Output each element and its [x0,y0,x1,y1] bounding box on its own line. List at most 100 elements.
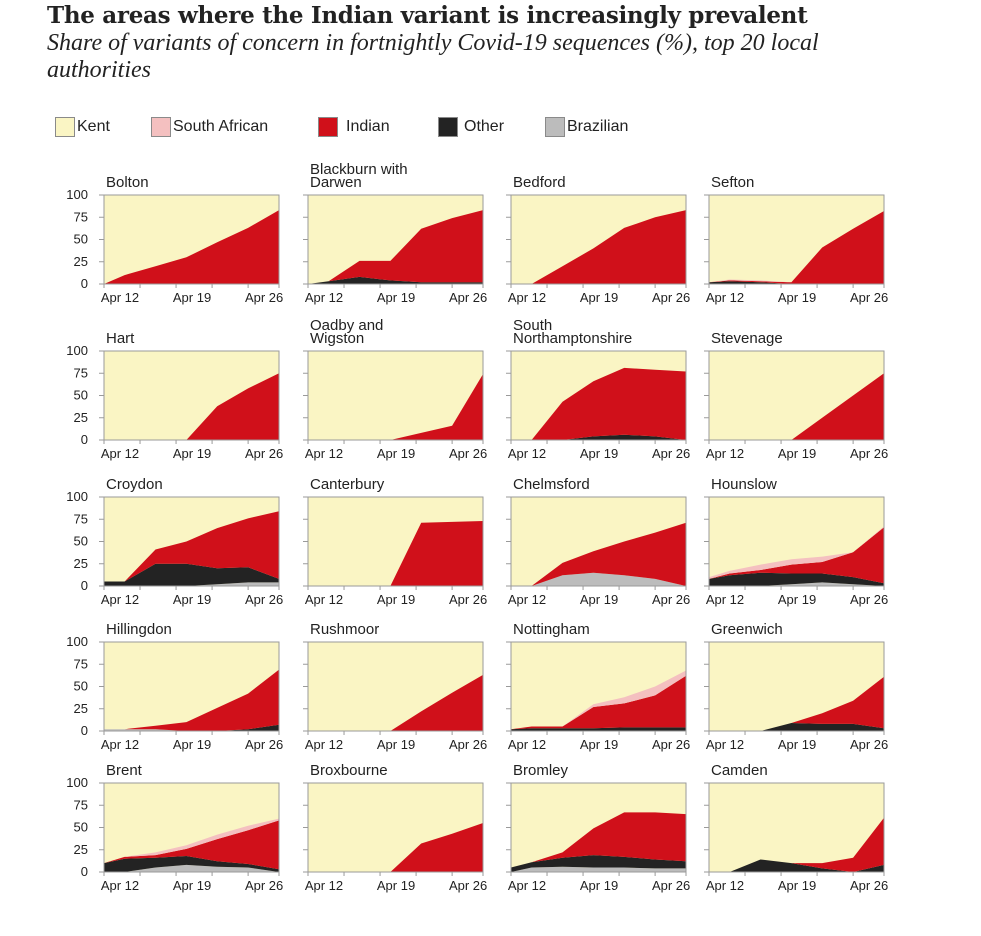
area-indian [511,522,686,586]
area-indian [709,373,884,440]
y-tick-label: 25 [74,410,88,425]
area-indian [709,817,884,872]
panel-blackburn-with-darwen: Apr 12 Apr 19 Apr 26 Blackburn with Darwen [303,161,487,305]
panel-bolton: 0 25 50 75 100 Apr 12 Apr 19 Apr 26 Bolton [66,174,283,305]
area-indian [308,521,483,586]
x-tick-label: Apr 26 [449,592,487,607]
x-tick-label: Apr 26 [850,446,888,461]
y-tick-label: 75 [74,365,88,380]
x-tick-label: Apr 12 [305,446,343,461]
y-tick-label: 100 [66,775,88,790]
panel-south-northamptonshire: Apr 12 Apr 19 Apr 26 South Northamptonshire [506,317,690,461]
area-indian [308,823,483,872]
area-indian [709,676,884,731]
area-other [308,276,483,284]
area-other [511,855,686,872]
area-other [511,434,686,440]
x-tick-label: Apr 26 [850,878,888,893]
y-tick-label: 100 [66,489,88,504]
y-tick-label: 50 [74,820,88,835]
panel-title: Broxbourne [310,762,388,779]
x-tick-label: Apr 26 [652,446,690,461]
x-tick-label: Apr 26 [245,878,283,893]
panel-title: Greenwich [711,621,783,638]
x-tick-label: Apr 26 [652,290,690,305]
y-tick-label: 25 [74,556,88,571]
x-tick-label: Apr 19 [377,737,415,752]
area-indian [511,812,686,868]
y-tick-label: 0 [81,864,88,879]
panel-hart: 0 25 50 75 100 Apr 12 Apr 19 Apr 26 Hart [66,330,283,461]
x-tick-label: Apr 12 [508,592,546,607]
y-tick-label: 0 [81,276,88,291]
x-tick-label: Apr 12 [101,592,139,607]
panel-title: Hounslow [711,476,777,493]
x-tick-label: Apr 19 [580,878,618,893]
y-tick-label: 75 [74,209,88,224]
area-other [104,563,279,586]
y-tick-label: 25 [74,842,88,857]
area-indian [308,210,483,284]
panel-bedford: Apr 12 Apr 19 Apr 26 Bedford [506,174,690,305]
panel-title: Brent [106,762,143,779]
y-tick-label: 50 [74,388,88,403]
x-tick-label: Apr 26 [245,290,283,305]
x-tick-label: Apr 19 [580,290,618,305]
x-tick-label: Apr 19 [778,290,816,305]
area-indian [104,511,279,582]
y-tick-label: 25 [74,701,88,716]
area-brazilian [104,582,279,586]
area-indian [709,527,884,584]
y-tick-label: 25 [74,254,88,269]
panel-croydon: 0 25 50 75 100 Apr 12 Apr 19 Apr 26 Croydon [66,476,283,607]
x-tick-label: Apr 19 [778,446,816,461]
y-tick-label: 0 [81,723,88,738]
panel-title: Stevenage [711,330,783,347]
panel-brent: 0 25 50 75 100 Apr 12 Apr 19 Apr 26 Brent [66,762,283,893]
x-tick-label: Apr 26 [449,446,487,461]
area-other [709,859,884,872]
x-tick-label: Apr 19 [778,878,816,893]
area-other [104,724,279,731]
x-tick-label: Apr 19 [377,290,415,305]
area-other [709,281,884,284]
panel-nottingham: Apr 12 Apr 19 Apr 26 Nottingham [506,621,690,752]
x-tick-label: Apr 26 [449,878,487,893]
x-tick-label: Apr 19 [778,592,816,607]
area-brazilian [511,866,686,872]
panel-stevenage: Apr 12 Apr 19 Apr 26 Stevenage [704,330,888,461]
area-indian [511,210,686,284]
x-tick-label: Apr 19 [580,446,618,461]
y-tick-label: 100 [66,187,88,202]
y-tick-label: 50 [74,679,88,694]
x-tick-label: Apr 12 [706,878,744,893]
y-tick-label: 75 [74,656,88,671]
area-indian [308,674,483,731]
x-tick-label: Apr 19 [377,592,415,607]
x-tick-label: Apr 12 [706,446,744,461]
panel-title: Blackburn with Darwen [310,161,408,191]
y-tick-label: 50 [74,232,88,247]
area-indian [104,373,279,440]
y-tick-label: 0 [81,432,88,447]
area-south-african [709,526,884,579]
area-indian [511,367,686,440]
x-tick-label: Apr 26 [850,592,888,607]
panel-greenwich: Apr 12 Apr 19 Apr 26 Greenwich [704,621,888,752]
x-tick-label: Apr 19 [173,290,211,305]
y-tick-label: 50 [74,534,88,549]
x-tick-label: Apr 26 [652,878,690,893]
panel-title: Hart [106,330,135,347]
x-tick-label: Apr 12 [508,290,546,305]
x-tick-label: Apr 26 [449,290,487,305]
x-tick-label: Apr 26 [652,737,690,752]
panel-title: Rushmoor [310,621,379,638]
x-tick-label: Apr 26 [245,592,283,607]
panel-title: Hillingdon [106,621,172,638]
area-brazilian [709,582,884,586]
x-tick-label: Apr 12 [305,878,343,893]
area-indian [104,669,279,731]
area-other [511,727,686,731]
x-tick-label: Apr 12 [508,446,546,461]
